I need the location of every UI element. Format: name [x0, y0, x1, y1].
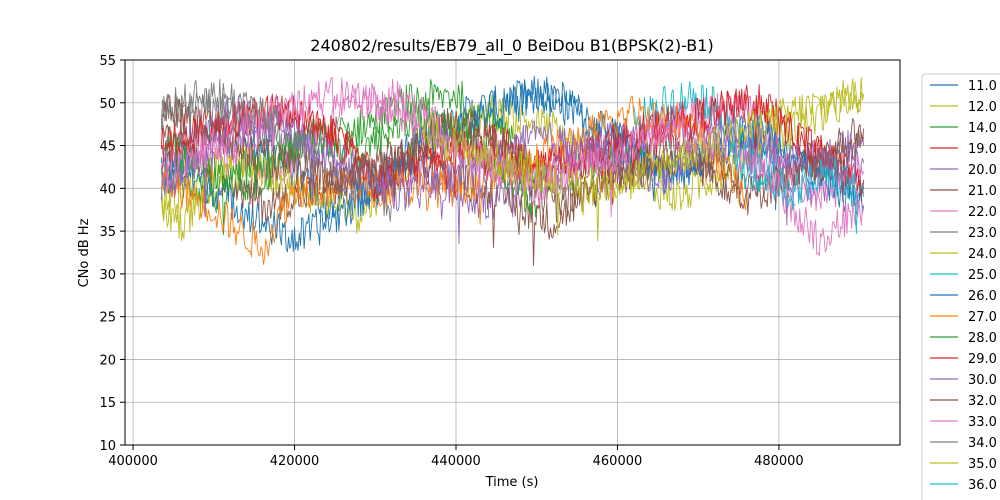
legend-label-22.0: 22.0 — [968, 205, 997, 220]
y-tick-label: 35 — [99, 225, 116, 240]
series-line-33.0 — [160, 76, 865, 257]
y-tick-label: 15 — [99, 396, 116, 411]
legend-label-32.0: 32.0 — [968, 394, 997, 409]
legend-label-27.0: 27.0 — [968, 310, 997, 325]
legend: 11.0 12.0 14.0 19.0 20.0 21.0 22.0 23.0 24.0 25.0… — [921, 73, 1000, 500]
chart-title: 240802/results/EB79_all_0 BeiDou B1(BPSK… — [310, 36, 713, 56]
y-tick-label: 45 — [99, 140, 116, 155]
x-axis: 400000 420000 440000 460000 480000 — [108, 445, 804, 469]
legend-label-19.0: 19.0 — [968, 142, 997, 157]
series-line-35.0 — [423, 78, 865, 242]
legend-label-23.0: 23.0 — [968, 226, 997, 241]
legend-label-11.0: 11.0 — [968, 79, 997, 94]
y-tick-label: 10 — [99, 439, 116, 454]
legend-label-26.0: 26.0 — [968, 289, 997, 304]
plot-frame — [124, 59, 901, 446]
legend-label-28.0: 28.0 — [968, 331, 997, 346]
legend-label-25.0: 25.0 — [968, 268, 997, 283]
legend-label-29.0: 29.0 — [968, 352, 997, 367]
legend-label-34.0: 34.0 — [968, 436, 997, 451]
x-tick-label: 440000 — [431, 454, 481, 469]
x-tick-label: 460000 — [593, 454, 643, 469]
legend-label-35.0: 35.0 — [968, 457, 997, 472]
y-tick-label: 25 — [99, 311, 116, 326]
x-tick-label: 480000 — [754, 454, 804, 469]
legend-label-33.0: 33.0 — [968, 415, 997, 430]
y-tick-label: 30 — [99, 268, 116, 283]
y-tick-label: 50 — [99, 97, 116, 112]
legend-frame — [921, 73, 1000, 500]
y-axis: 10 15 20 25 30 35 40 45 50 55 — [99, 54, 125, 454]
legend-label-12.0: 12.0 — [968, 100, 997, 115]
legend-label-24.0: 24.0 — [968, 247, 997, 262]
x-axis-label: Time (s) — [485, 475, 539, 490]
y-tick-label: 55 — [99, 54, 116, 69]
legend-label-14.0: 14.0 — [968, 121, 997, 136]
y-tick-label: 40 — [99, 182, 116, 197]
series-line-26.0 — [160, 76, 865, 253]
series-line-32.0 — [160, 94, 865, 223]
series-line-36.0 — [730, 140, 865, 235]
legend-label-20.0: 20.0 — [968, 163, 997, 178]
plot-area — [160, 75, 865, 266]
series-line-34.0 — [160, 79, 279, 134]
legend-label-36.0: 36.0 — [968, 478, 997, 493]
legend-label-30.0: 30.0 — [968, 373, 997, 388]
x-tick-label: 400000 — [108, 454, 158, 469]
y-tick-label: 20 — [99, 353, 116, 368]
legend-label-21.0: 21.0 — [968, 184, 997, 199]
x-tick-label: 420000 — [270, 454, 320, 469]
y-axis-label: CNo dB Hz — [77, 218, 92, 287]
